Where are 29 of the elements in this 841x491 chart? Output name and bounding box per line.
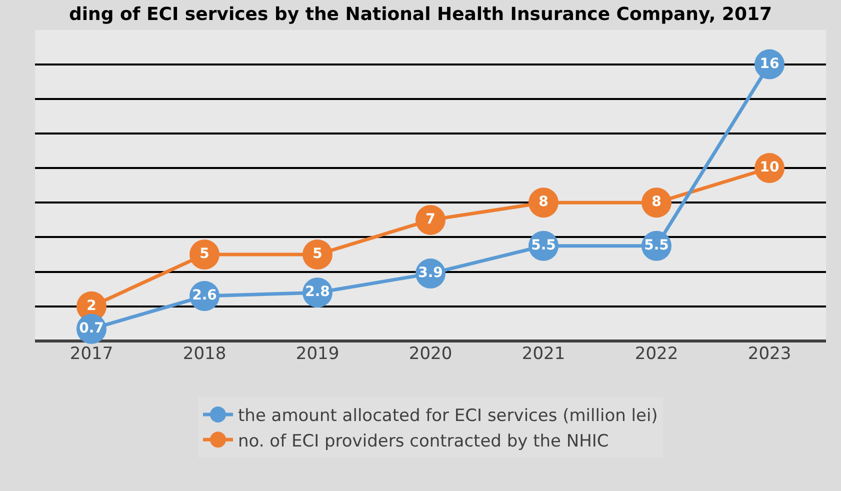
point [642,188,672,218]
point [528,188,558,218]
data-label: 2.8 [305,284,330,300]
x-tick-label: 2022 [634,344,678,364]
point [416,204,446,235]
x-tick-label: 2023 [748,344,792,364]
data-label: 5 [312,246,322,262]
x-tick-label: 2018 [182,344,226,364]
chart-title: ding of ECI services by the National Health Insurance Company, 2017 [68,4,772,25]
data-label: 5.5 [644,237,669,254]
point [190,240,220,270]
data-label: 10 [760,160,780,176]
data-label: 0.7 [79,320,104,336]
data-label: 7 [426,211,436,228]
data-label: 2 [86,298,96,314]
data-label: 16 [760,56,780,72]
x-tick-label: 2019 [296,344,340,364]
legend-label: no. of ECI providers contracted by the NHIC [238,431,609,452]
data-label: 8 [538,194,548,210]
point [302,240,332,270]
data-label: 5 [200,246,210,262]
x-tick-label: 2020 [408,344,452,364]
x-tick-label: 2017 [70,344,114,364]
data-label: 5.5 [531,237,556,254]
x-tick-label: 2021 [522,344,566,364]
data-label: 2.6 [192,288,217,304]
legend-label: the amount allocated for ECI services (million lei) [238,406,658,426]
data-label: 8 [652,194,662,210]
data-label: 3.9 [418,265,443,282]
